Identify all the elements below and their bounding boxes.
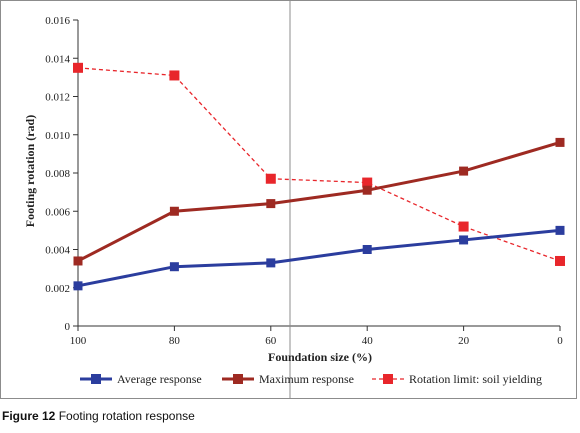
data-point bbox=[266, 258, 276, 268]
y-tick-label: 0.016 bbox=[45, 15, 70, 27]
data-point bbox=[73, 256, 83, 266]
legend-label: Rotation limit: soil yielding bbox=[409, 372, 542, 386]
y-tick-label: 0 bbox=[65, 321, 71, 333]
axes: 0 0.002 0.004 0.006 0.008 0.010 0.012 0.014 0.01… bbox=[45, 0, 563, 399]
figure-frame bbox=[0, 0, 577, 399]
series-line bbox=[77, 67, 561, 262]
legend-swatch-marker bbox=[91, 374, 101, 384]
x-tick-label: 0 bbox=[557, 335, 563, 347]
data-point bbox=[362, 185, 372, 195]
data-point bbox=[362, 245, 372, 254]
series-1 bbox=[73, 137, 565, 266]
series-line bbox=[77, 140, 561, 263]
legend-item: Maximum response bbox=[222, 372, 354, 386]
y-tick-label: 0.008 bbox=[45, 168, 70, 180]
y-tick-label: 0.012 bbox=[45, 92, 70, 104]
data-point bbox=[555, 255, 565, 266]
y-tick-label: 0.014 bbox=[45, 53, 70, 65]
x-tick-label: 60 bbox=[265, 335, 277, 347]
data-point bbox=[458, 221, 469, 232]
figure-caption-label: Figure 12 bbox=[2, 409, 56, 423]
data-point bbox=[169, 70, 180, 81]
series-layer bbox=[73, 62, 565, 291]
series-2 bbox=[73, 62, 565, 266]
data-point bbox=[73, 281, 83, 291]
data-point bbox=[169, 206, 179, 216]
figure-caption-text: Footing rotation response bbox=[58, 409, 195, 423]
legend-label: Maximum response bbox=[259, 372, 354, 386]
y-tick-label: 0.006 bbox=[45, 206, 70, 218]
data-point bbox=[73, 62, 83, 73]
series-line bbox=[77, 228, 561, 288]
legend-label: Average response bbox=[117, 372, 202, 386]
y-axis-title: Footing rotation (rad) bbox=[23, 115, 37, 227]
legend-swatch-marker bbox=[383, 374, 393, 384]
x-tick-label: 80 bbox=[169, 335, 181, 347]
data-point bbox=[266, 199, 276, 209]
legend-swatch-marker bbox=[233, 374, 243, 384]
x-tick-label: 40 bbox=[362, 335, 374, 347]
data-point bbox=[169, 262, 179, 272]
data-point bbox=[362, 177, 373, 188]
x-tick-label: 20 bbox=[458, 335, 470, 347]
y-tick-label: 0.010 bbox=[45, 130, 70, 142]
figure-caption: Figure 12 Footing rotation response bbox=[2, 409, 195, 423]
footing-rotation-chart: 0 0.002 0.004 0.006 0.008 0.010 0.012 0.014 0.01… bbox=[23, 0, 565, 399]
legend-item: Rotation limit: soil yielding bbox=[372, 372, 542, 386]
legend-item: Average response bbox=[80, 372, 202, 386]
data-point bbox=[265, 173, 276, 184]
y-tick-label: 0.002 bbox=[45, 283, 70, 295]
data-point bbox=[555, 225, 565, 235]
series-0 bbox=[73, 225, 565, 291]
data-point bbox=[459, 166, 469, 176]
x-tick-label: 100 bbox=[70, 335, 87, 347]
data-point bbox=[555, 137, 565, 147]
data-point bbox=[459, 235, 469, 245]
y-tick-label: 0.004 bbox=[45, 245, 70, 257]
legend: Average response Maximum response Rotation… bbox=[80, 372, 542, 386]
x-axis-title: Foundation size (%) bbox=[268, 350, 372, 364]
